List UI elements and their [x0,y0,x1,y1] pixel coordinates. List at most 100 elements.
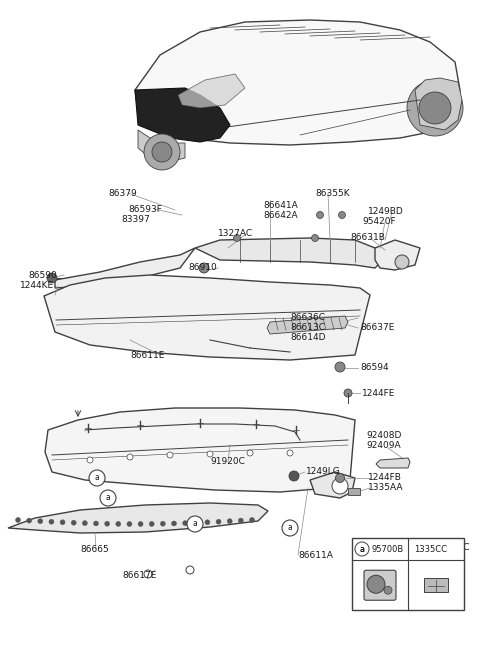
Circle shape [355,542,369,556]
Circle shape [312,234,319,242]
Circle shape [395,255,409,269]
Text: 95420F: 95420F [362,217,396,227]
Text: 92409A: 92409A [366,441,401,449]
Text: 1244KE: 1244KE [20,282,54,291]
Circle shape [49,519,54,524]
Text: 86642A: 86642A [263,212,298,221]
Text: 86641A: 86641A [263,202,298,210]
Text: 86613C: 86613C [290,324,325,333]
Circle shape [149,521,154,527]
Circle shape [138,521,143,527]
Circle shape [419,92,451,124]
Polygon shape [267,316,348,334]
Polygon shape [44,275,370,360]
Circle shape [100,490,116,506]
Circle shape [344,389,352,397]
Circle shape [407,80,463,136]
Text: 1249BD: 1249BD [368,208,404,217]
Text: 1249LG: 1249LG [306,468,341,476]
Circle shape [144,570,152,578]
Text: 1327AC: 1327AC [218,229,253,238]
Text: 86379: 86379 [108,189,137,198]
Text: 1244FB: 1244FB [368,474,402,483]
FancyBboxPatch shape [364,571,396,600]
Text: 91920C: 91920C [210,457,245,466]
Circle shape [116,521,121,527]
Polygon shape [376,458,410,468]
Circle shape [207,451,213,457]
Text: 1335CC: 1335CC [435,544,470,553]
Text: 86617E: 86617E [122,572,156,580]
Circle shape [71,520,76,525]
Circle shape [367,575,385,593]
Text: 1335CC: 1335CC [414,544,447,553]
Circle shape [160,521,165,526]
Polygon shape [195,238,385,268]
Circle shape [335,362,345,372]
Circle shape [83,521,87,525]
Circle shape [216,519,221,524]
Circle shape [27,518,32,523]
Bar [352,538,464,610]
Circle shape [38,519,43,524]
Text: 95700B: 95700B [381,544,416,553]
Polygon shape [55,248,195,288]
Circle shape [152,142,172,162]
Circle shape [47,273,57,283]
Text: a: a [288,523,292,533]
Circle shape [205,520,210,525]
Circle shape [60,520,65,525]
Text: a: a [360,544,364,553]
Bar [348,488,360,495]
Circle shape [338,212,346,219]
Text: 95700B: 95700B [372,544,404,553]
Circle shape [94,521,98,526]
Text: 1244FE: 1244FE [362,388,396,398]
Text: 86593F: 86593F [128,204,162,214]
Polygon shape [310,472,355,498]
Text: 86590: 86590 [28,271,57,280]
Circle shape [239,518,243,523]
Text: 86665: 86665 [80,544,109,553]
Circle shape [289,471,299,481]
Polygon shape [45,408,355,492]
Circle shape [384,586,392,594]
Text: 92408D: 92408D [366,430,401,440]
Circle shape [316,212,324,219]
Circle shape [87,457,93,463]
Circle shape [144,134,180,170]
Polygon shape [135,20,460,145]
Text: 86355K: 86355K [315,189,349,198]
Text: 86594: 86594 [360,364,389,373]
Circle shape [227,519,232,524]
Text: 86631B: 86631B [350,233,385,242]
Circle shape [186,566,194,574]
Circle shape [127,521,132,527]
Polygon shape [178,74,245,108]
Circle shape [171,521,177,526]
Circle shape [167,452,173,458]
Bar [424,578,448,592]
Circle shape [183,521,188,525]
Circle shape [127,454,133,460]
Polygon shape [415,78,462,130]
Circle shape [247,450,253,456]
Text: 86611E: 86611E [130,350,164,360]
Text: 86611A: 86611A [298,550,333,559]
Circle shape [187,516,203,532]
Circle shape [89,470,105,486]
Text: 86910: 86910 [188,263,217,272]
Text: a: a [192,519,197,529]
Text: 86636C: 86636C [290,314,325,322]
Text: 1335AA: 1335AA [368,483,404,493]
Text: 86637E: 86637E [360,324,395,333]
Text: 86614D: 86614D [290,333,325,343]
Circle shape [287,450,293,456]
Polygon shape [138,130,185,162]
Circle shape [199,263,209,273]
Circle shape [250,517,254,523]
Polygon shape [135,88,230,142]
Polygon shape [375,240,420,270]
Text: a: a [106,493,110,502]
Polygon shape [8,503,268,533]
